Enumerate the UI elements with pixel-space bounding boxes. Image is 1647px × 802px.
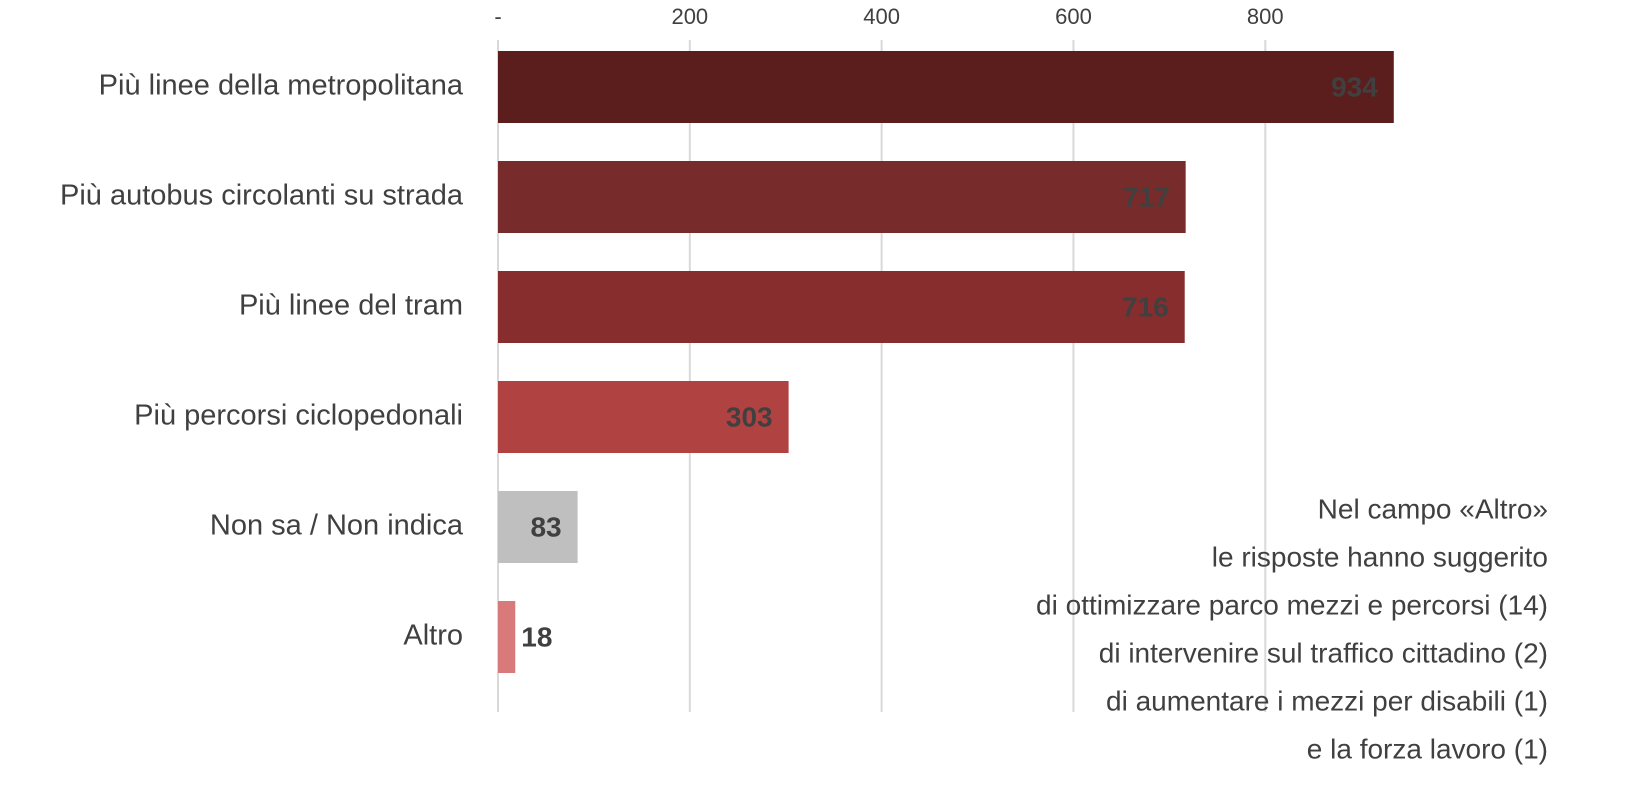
annotation-line: Nel campo «Altro»	[1318, 493, 1548, 524]
bar	[498, 381, 789, 453]
annotation-line: le risposte hanno suggerito	[1212, 541, 1548, 572]
annotation-line: di intervenire sul traffico cittadino (2…	[1099, 637, 1548, 668]
value-label: 716	[1122, 291, 1169, 322]
bar	[498, 491, 578, 563]
value-label: 934	[1331, 71, 1378, 102]
x-tick-label: 800	[1247, 4, 1284, 29]
value-label: 83	[530, 511, 561, 542]
value-label: 18	[521, 621, 552, 652]
x-tick-label: 400	[863, 4, 900, 29]
value-label: 717	[1123, 181, 1170, 212]
x-tick-label: -	[494, 4, 501, 29]
annotation-line: e la forza lavoro (1)	[1307, 733, 1548, 764]
category-label: Non sa / Non indica	[210, 510, 464, 542]
category-label: Altro	[403, 620, 463, 652]
bar	[498, 51, 1394, 123]
x-tick-label: 600	[1055, 4, 1092, 29]
value-label: 303	[726, 401, 773, 432]
bar	[498, 601, 516, 673]
x-tick-label: 200	[671, 4, 708, 29]
bar	[498, 271, 1185, 343]
category-label: Più percorsi ciclopedonali	[134, 400, 463, 432]
category-label: Più autobus circolanti su strada	[60, 180, 464, 212]
category-label: Più linee del tram	[239, 290, 463, 322]
annotation-line: di ottimizzare parco mezzi e percorsi (1…	[1036, 589, 1548, 620]
category-label: Più linee della metropolitana	[99, 70, 464, 102]
bar	[498, 161, 1186, 233]
annotation-line: di aumentare i mezzi per disabili (1)	[1106, 685, 1548, 716]
